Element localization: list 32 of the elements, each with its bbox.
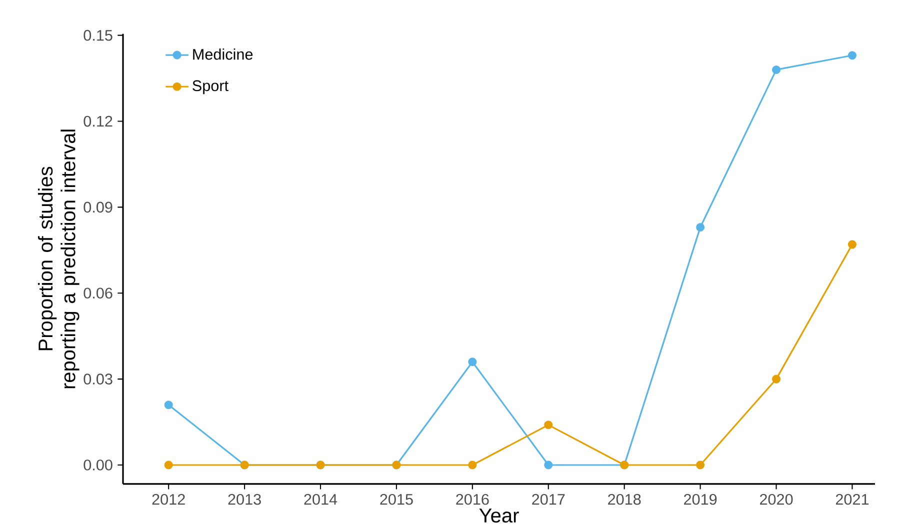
point [772,65,781,74]
y-tick-label: 0.15 [84,30,112,41]
point [164,400,173,410]
legend-label: Sport [192,80,228,94]
point [164,460,173,470]
x-tick-label: 2013 [228,494,261,505]
y-axis-title: Proportion of studies reporting a prediction interval [38,130,80,388]
legend-label: Medicine [193,48,253,60]
point [544,420,553,430]
y-tick-label: 0.09 [84,202,112,213]
point [696,460,705,470]
point [468,460,477,470]
y-tick-label: 0.12 [84,116,112,127]
x-tick-label: 2017 [532,494,565,505]
point [544,460,553,470]
point [848,240,856,249]
x-tick-label: 2021 [836,494,869,505]
x-tick-label: 2014 [304,494,338,505]
point [848,51,856,60]
x-tick-label: 2018 [608,494,641,505]
x-tick-label: 2016 [456,494,489,505]
x-tick-label: 2015 [380,494,413,505]
point [696,222,705,232]
point [772,374,781,384]
x-tick-label: 2012 [152,494,185,505]
x-tick-label: 2020 [760,494,793,505]
point [468,358,477,366]
x-axis-title: Year [479,508,519,523]
x-tick-label: 2019 [684,494,717,505]
y-tick-label: 0.03 [84,374,112,384]
y-tick-label: 0.06 [84,288,112,299]
y-tick-label: 0.00 [84,460,112,470]
